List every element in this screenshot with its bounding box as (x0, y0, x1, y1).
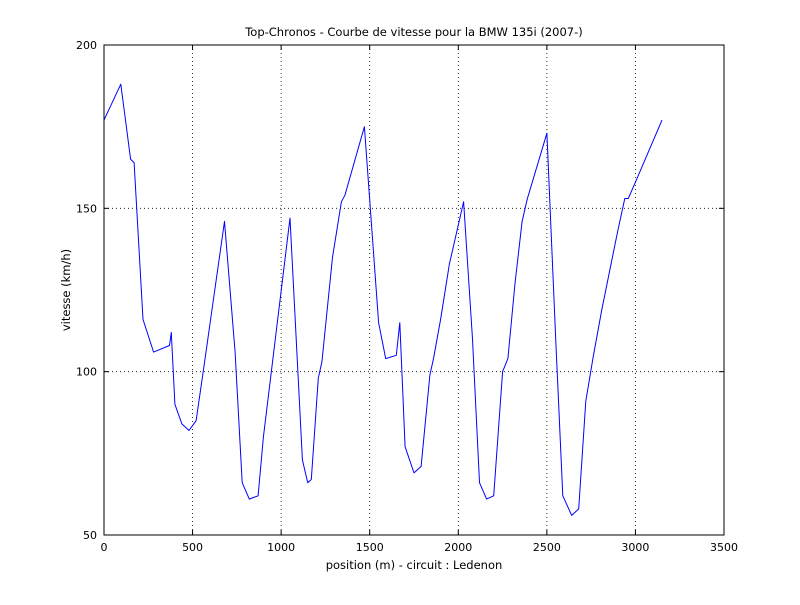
speed-series-line (103, 83, 663, 516)
y-tick-label: 100 (76, 366, 97, 379)
x-tick-label: 0 (101, 541, 108, 554)
x-tick-label: 1500 (356, 541, 384, 554)
x-tick-label: 2000 (444, 541, 472, 554)
x-axis-label: position (m) - circuit : Ledenon (326, 558, 503, 572)
x-tick-label: 500 (182, 541, 203, 554)
y-tick-label: 50 (83, 529, 97, 542)
ticks: 0 500 1000 1500 2000 2500 3000 3500 50 100 150 200 (76, 39, 738, 554)
x-tick-label: 1000 (267, 541, 295, 554)
y-tick-label: 200 (76, 39, 97, 52)
plot-area (104, 45, 724, 535)
x-tick-label: 3000 (621, 541, 649, 554)
plot-frame (103, 44, 725, 536)
chart-title: Top-Chronos - Courbe de vitesse pour la … (244, 25, 583, 39)
x-tick-label: 3500 (710, 541, 738, 554)
x-tick-label: 2500 (533, 541, 561, 554)
y-axis-label: vitesse (km/h) (59, 249, 73, 331)
series-layer (103, 83, 663, 516)
y-tick-label: 150 (76, 202, 97, 215)
